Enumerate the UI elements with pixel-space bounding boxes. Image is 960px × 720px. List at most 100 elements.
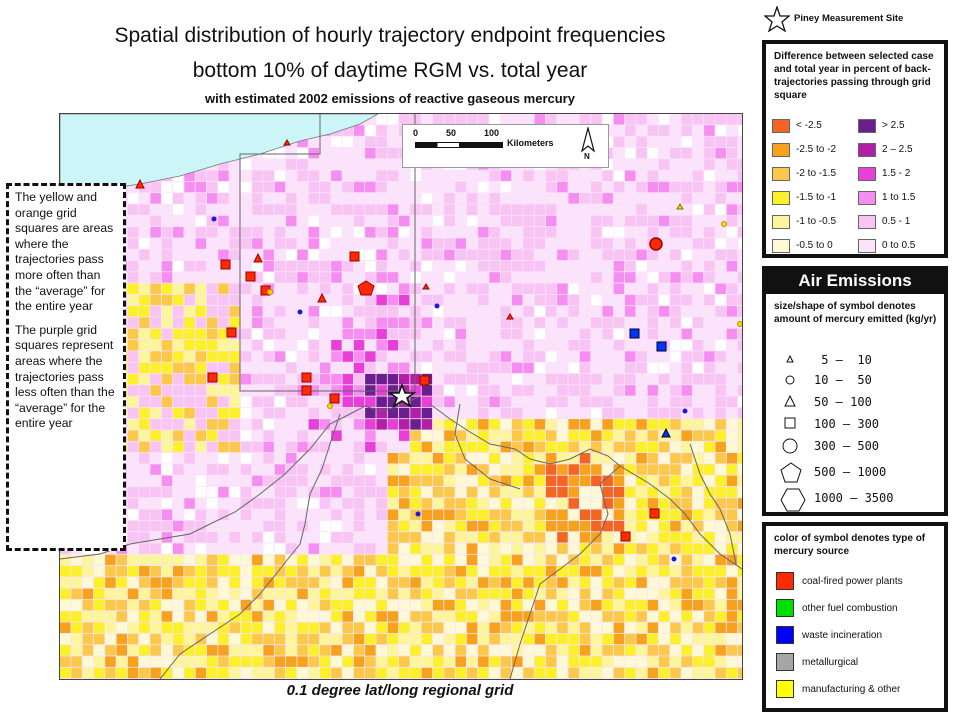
grid-square (263, 170, 274, 181)
grid-square (568, 114, 579, 125)
grid-square (613, 486, 625, 498)
grid-square (500, 633, 512, 645)
grid-square (432, 396, 444, 407)
grid-square (466, 227, 478, 238)
grid-square (274, 645, 286, 656)
grid-square (308, 498, 320, 509)
grid-square (252, 611, 263, 622)
grid-square (670, 351, 681, 362)
grid-square (127, 532, 139, 543)
grid-square (478, 633, 489, 645)
grid-square (161, 498, 173, 509)
trajectory-map[interactable]: 0 50 100 Kilometers N (59, 113, 743, 680)
grid-square (568, 441, 579, 453)
grid-square (568, 227, 579, 238)
grid-square (444, 554, 455, 566)
grid-square (297, 306, 308, 317)
grid-square (613, 125, 625, 136)
grid-square (455, 193, 466, 204)
grid-square (82, 577, 94, 588)
grid-square (738, 260, 742, 272)
grid-square (715, 566, 726, 577)
grid-square (500, 351, 512, 362)
grid-square (161, 554, 173, 566)
grid-square (421, 306, 433, 317)
source-color-box (776, 599, 794, 617)
grid-square (647, 227, 659, 238)
grid-square (636, 667, 647, 679)
grid-square (240, 475, 252, 487)
grid-square (252, 543, 263, 554)
grid-square (602, 306, 613, 317)
grid-square (161, 385, 173, 396)
grid-square (591, 667, 602, 679)
grid-square (715, 633, 726, 645)
grid-square (353, 498, 365, 509)
grid-square (636, 227, 647, 238)
grid-square (184, 340, 195, 351)
grid-square (568, 453, 579, 464)
grid-square (500, 362, 512, 374)
grid-square (534, 520, 546, 532)
grid-square (444, 340, 455, 351)
grid-square (613, 147, 625, 159)
grid-square (455, 283, 466, 294)
grid-square (387, 566, 399, 577)
grid-square (613, 475, 625, 487)
grid-square (545, 509, 557, 520)
grid-square (500, 475, 512, 487)
grid-square (545, 328, 557, 340)
grid-square (715, 193, 726, 204)
grid-caption: 0.1 degree lat/long regional grid (286, 682, 514, 699)
grid-square (365, 125, 376, 136)
grid-square (738, 645, 742, 656)
grid-square (229, 622, 240, 633)
grid-square (715, 238, 726, 249)
grid-square (229, 441, 240, 453)
grid-square (704, 204, 715, 215)
grid-square (523, 532, 534, 543)
grid-square (478, 249, 489, 261)
grid-square (512, 599, 523, 611)
grid-square (523, 272, 534, 283)
grid-square (331, 215, 342, 227)
grid-square (331, 633, 342, 645)
grid-square (625, 136, 636, 148)
grid-square (726, 125, 738, 136)
grid-square (127, 351, 139, 362)
grid-square (466, 294, 478, 306)
grid-square (545, 340, 557, 351)
grid-square (432, 306, 444, 317)
grid-square (127, 622, 139, 633)
grid-square (545, 385, 557, 396)
grid-square (557, 215, 568, 227)
difference-legend-row-right-2: 1.5 - 2 (858, 167, 910, 181)
grid-square (195, 317, 207, 328)
grid-square (173, 396, 184, 407)
grid-square (286, 407, 297, 419)
difference-legend-row-left-1: -2.5 to -2 (772, 143, 836, 157)
grid-square (636, 633, 647, 645)
grid-square (715, 611, 726, 622)
grid-square (670, 114, 681, 125)
grid-square (399, 317, 410, 328)
grid-square (444, 622, 455, 633)
grid-square (173, 464, 184, 475)
grid-square (455, 362, 466, 374)
grid-square (432, 317, 444, 328)
grid-square (658, 114, 670, 125)
grid-square (139, 441, 150, 453)
grid-square (297, 419, 308, 430)
grid-square (670, 396, 681, 407)
grid-square (489, 532, 500, 543)
grid-square (512, 543, 523, 554)
grid-square (625, 464, 636, 475)
grid-square (557, 486, 568, 498)
grid-square (82, 645, 94, 656)
grid-square (444, 227, 455, 238)
grid-square (681, 588, 692, 600)
grid-square (218, 588, 229, 600)
grid-square (726, 385, 738, 396)
grid-square (738, 554, 742, 566)
grid-square (466, 260, 478, 272)
